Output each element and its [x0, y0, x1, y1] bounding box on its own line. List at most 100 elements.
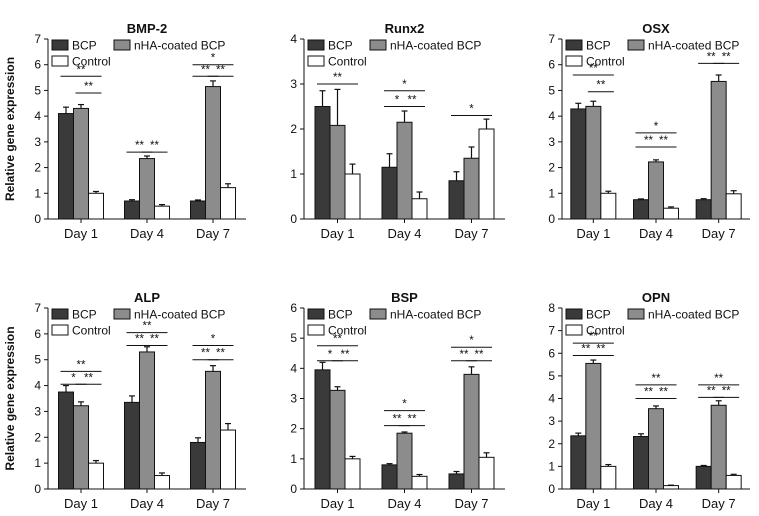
significance-label: **	[475, 349, 484, 361]
x-tick-label: Day 4	[130, 226, 164, 241]
bar-control	[88, 462, 104, 490]
bar-bcp	[124, 401, 140, 490]
legend-swatch	[627, 308, 645, 320]
significance-label: **	[333, 334, 342, 346]
x-tick-label: Day 7	[455, 226, 489, 241]
y-tick-label: 3	[290, 392, 297, 406]
legend-label: Control	[72, 324, 111, 338]
y-tick-label: 6	[34, 58, 41, 72]
y-tick-label: 5	[548, 83, 555, 97]
bar-bcp	[448, 473, 465, 490]
x-tick-label: Day 7	[702, 496, 736, 511]
bar-nha-coated-bcp	[648, 408, 664, 490]
legend-label: nHA-coated BCP	[648, 39, 739, 53]
significance-label: **	[722, 51, 731, 63]
y-axis-label: Relative gene expression	[3, 326, 17, 470]
x-tick-label: Day 7	[702, 226, 736, 241]
bar-bcp	[695, 199, 712, 220]
y-tick-label: 1	[290, 167, 297, 181]
y-tick-label: 4	[34, 379, 41, 393]
y-tick-label: 4	[290, 361, 297, 375]
legend-label: BCP	[72, 39, 97, 53]
bar-nha-coated-bcp	[648, 161, 664, 220]
y-tick-label: 5	[548, 369, 555, 383]
y-tick-label: 3	[34, 135, 41, 149]
bar-control	[88, 192, 104, 220]
legend-swatch	[369, 39, 387, 51]
bar-bcp	[448, 180, 465, 220]
y-tick-label: 6	[548, 58, 555, 72]
bar-nha-coated-bcp	[463, 157, 480, 220]
bar-control	[154, 475, 170, 490]
significance-label: **	[216, 64, 225, 76]
bar-control	[344, 173, 361, 220]
y-tick-label: 1	[290, 452, 297, 466]
panel-title: BMP-2	[127, 21, 167, 36]
y-tick-label: 4	[290, 32, 297, 46]
bar-bcp	[124, 200, 140, 220]
bar-bcp	[190, 441, 206, 490]
significance-label: *	[654, 121, 659, 133]
legend-label: BCP	[586, 308, 611, 322]
bar-control	[411, 475, 428, 490]
legend-swatch	[307, 308, 325, 320]
bar-nha-coated-bcp	[463, 373, 480, 490]
bar-bcp	[570, 108, 587, 220]
legend-swatch	[369, 308, 387, 320]
y-tick-label: 5	[290, 331, 297, 345]
y-axis-label: Relative gene expression	[3, 57, 17, 201]
y-tick-label: 6	[34, 327, 41, 341]
significance-label: *	[395, 95, 400, 107]
y-tick-label: 0	[548, 482, 555, 496]
y-tick-label: 4	[34, 109, 41, 123]
legend-label: nHA-coated BCP	[390, 308, 481, 322]
significance-label: **	[77, 64, 86, 76]
bar-nha-coated-bcp	[710, 404, 727, 490]
x-tick-label: Day 4	[130, 496, 164, 511]
bar-control	[725, 474, 742, 490]
x-tick-label: Day 1	[321, 496, 355, 511]
y-tick-label: 5	[34, 83, 41, 97]
legend-label: BCP	[328, 39, 353, 53]
bar-nha-coated-bcp	[139, 351, 155, 490]
y-tick-label: 3	[548, 135, 555, 149]
significance-label: **	[341, 349, 350, 361]
significance-label: **	[84, 81, 93, 93]
bar-control	[600, 465, 617, 490]
y-tick-label: 3	[34, 404, 41, 418]
y-tick-label: 3	[548, 414, 555, 428]
significance-label: **	[408, 95, 417, 107]
bar-bcp	[381, 166, 398, 220]
y-tick-label: 7	[548, 324, 555, 338]
bar-nha-coated-bcp	[73, 107, 89, 220]
legend-swatch	[565, 308, 583, 320]
x-tick-label: Day 1	[64, 226, 98, 241]
significance-label: **	[150, 140, 159, 152]
y-tick-label: 1	[548, 459, 555, 473]
x-tick-label: Day 1	[576, 496, 610, 511]
significance-label: **	[135, 140, 144, 152]
x-tick-label: Day 4	[388, 496, 422, 511]
legend-swatch	[307, 324, 325, 336]
significance-label: **	[589, 63, 598, 75]
bar-nha-coated-bcp	[329, 124, 346, 220]
bar-bcp	[190, 200, 206, 220]
y-tick-label: 5	[34, 353, 41, 367]
y-tick-label: 7	[34, 32, 41, 46]
y-tick-label: 0	[290, 212, 297, 226]
y-tick-label: 4	[548, 109, 555, 123]
legend-swatch	[307, 55, 325, 67]
significance-label: **	[707, 51, 716, 63]
bar-control	[478, 128, 495, 220]
x-tick-label: Day 7	[455, 496, 489, 511]
x-tick-label: Day 4	[639, 496, 673, 511]
panel-bmp-2: BMP-2 Relative gene expression 0 1 2 3 4 5 6 7 Day…	[3, 21, 246, 241]
bar-nha-coated-bcp	[396, 432, 413, 490]
significance-label: **	[589, 331, 598, 343]
bar-bcp	[58, 391, 74, 490]
legend-swatch	[113, 39, 131, 51]
y-tick-label: 7	[34, 301, 41, 315]
legend-label: nHA-coated BCP	[134, 308, 225, 322]
